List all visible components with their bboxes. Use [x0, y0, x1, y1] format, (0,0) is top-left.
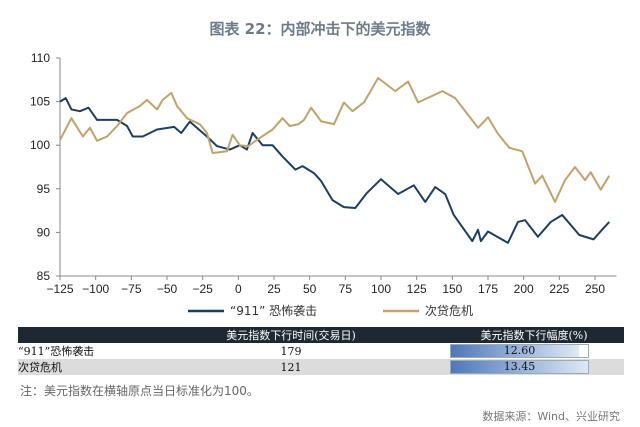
x-tick-label: 25 [267, 282, 281, 296]
legend-label-1: 次贷危机 [425, 304, 473, 318]
x-tick-label: −50 [157, 282, 178, 296]
drop-value: 12.60 [503, 344, 536, 357]
y-tick-label: 90 [37, 225, 51, 239]
chart-title: 图表 22：内部冲击下的美元指数 [209, 20, 431, 38]
y-tick-label: 105 [30, 95, 50, 109]
table-header: 美元指数下行时间(交易日) 美元指数下行幅度(%) [18, 327, 624, 343]
row-days: 121 [138, 359, 444, 375]
x-tick-label: 75 [339, 282, 353, 296]
x-tick-label: 175 [478, 282, 498, 296]
table-row: 次贷危机 121 13.45 [18, 359, 624, 375]
drop-value: 13.45 [503, 360, 536, 373]
header-cell: 美元指数下行幅度(%) [444, 327, 624, 343]
x-tick-label: 250 [585, 282, 605, 296]
x-tick-label: 0 [235, 282, 242, 296]
drop-bar-fill [451, 361, 588, 373]
x-tick-label: 125 [407, 282, 427, 296]
data-source: 数据来源：Wind、兴业研究 [482, 410, 620, 423]
row-label: “911”恐怖袭击 [18, 345, 95, 358]
chart-note: 注：美元指数在横轴原点当日标准化为100。 [20, 384, 259, 398]
x-tick-label: −25 [192, 282, 213, 296]
y-tick-label: 95 [37, 182, 51, 196]
x-tick-label: −100 [82, 282, 109, 296]
y-tick-label: 85 [37, 269, 51, 283]
y-tick-label: 110 [31, 51, 50, 65]
summary-table: 美元指数下行时间(交易日) 美元指数下行幅度(%) “911”恐怖袭击 179 … [18, 327, 624, 375]
drop-bar-fill [451, 345, 580, 357]
series-line-0 [59, 97, 610, 244]
x-tick-label: −125 [46, 282, 73, 296]
x-tick-label: 200 [514, 282, 534, 296]
header-cell: 美元指数下行时间(交易日) [138, 327, 444, 343]
legend-label-0: “911” 恐怖袭击 [230, 303, 317, 318]
drop-bar: 13.45 [450, 360, 589, 374]
x-tick-label: 50 [303, 282, 317, 296]
row-label: 次贷危机 [18, 359, 138, 375]
drop-bar: 12.60 [450, 344, 589, 358]
header-cell [18, 327, 138, 343]
x-tick-label: 150 [442, 282, 462, 296]
x-tick-label: 100 [371, 282, 391, 296]
y-tick-label: 100 [30, 138, 50, 152]
table-row: “911”恐怖袭击 179 12.60 [18, 343, 624, 359]
x-tick-label: 225 [549, 282, 569, 296]
series-line-1 [59, 77, 611, 203]
x-tick-label: −75 [121, 282, 142, 296]
row-days: 179 [280, 344, 302, 358]
line-chart: 85 90 95 100 105 110 −125 −100 −75 −50 −25 0 25 50 75 1… [30, 51, 617, 318]
